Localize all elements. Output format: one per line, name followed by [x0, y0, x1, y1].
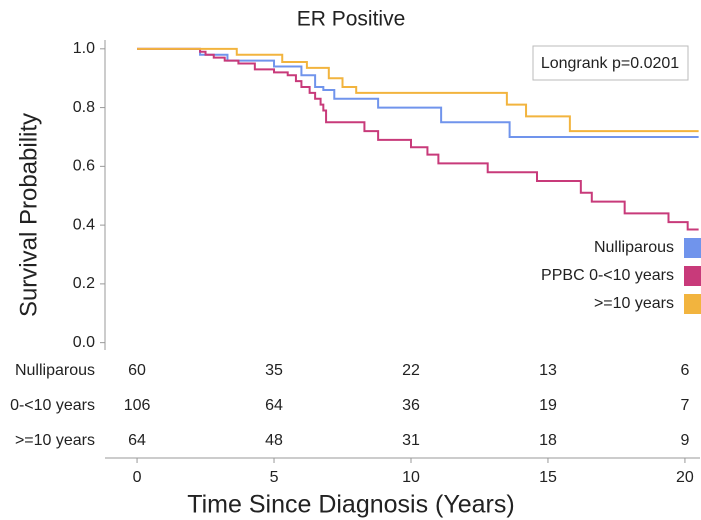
- risk-count: 7: [680, 397, 689, 414]
- risk-row-label: >=10 years: [15, 432, 95, 449]
- legend-label: Nulliparous: [594, 239, 674, 256]
- y-tick-label: 0.4: [73, 216, 95, 233]
- risk-count: 31: [402, 432, 420, 449]
- y-tick-label: 0.0: [73, 334, 95, 351]
- risk-count: 48: [265, 432, 283, 449]
- risk-row-label: 0-<10 years: [10, 397, 95, 414]
- y-axis-title: Survival Probability: [15, 113, 42, 317]
- risk-count: 13: [539, 362, 557, 379]
- survival-curve: [137, 47, 699, 133]
- annotation-box: [532, 45, 689, 81]
- survival-curve: [137, 47, 699, 138]
- x-tick-label: 10: [402, 469, 420, 486]
- risk-row-label: Nulliparous: [15, 362, 95, 379]
- legend-swatch: [684, 238, 701, 258]
- risk-count: 60: [128, 362, 146, 379]
- risk-count: 6: [680, 362, 689, 379]
- annotation: Longrank p=0.0201: [541, 55, 679, 72]
- risk-count: 35: [265, 362, 283, 379]
- risk-count: 106: [124, 397, 151, 414]
- survival-curve: [137, 47, 699, 231]
- x-tick-label: 15: [539, 469, 557, 486]
- risk-count: 64: [265, 397, 283, 414]
- legend-label: PPBC 0-<10 years: [541, 267, 674, 284]
- y-tick-label: 0.6: [73, 158, 95, 175]
- y-tick-label: 0.8: [73, 99, 95, 116]
- x-tick-label: 0: [133, 469, 142, 486]
- chart-title: ER Positive: [297, 8, 406, 31]
- x-tick-label: 5: [270, 469, 279, 486]
- y-tick-label: 1.0: [73, 40, 95, 57]
- legend-swatch: [684, 294, 701, 314]
- x-axis-title: Time Since Diagnosis (Years): [187, 491, 514, 519]
- risk-count: 9: [680, 432, 689, 449]
- legend-label: >=10 years: [594, 295, 674, 312]
- x-tick-label: 20: [676, 469, 694, 486]
- risk-count: 18: [539, 432, 557, 449]
- risk-count: 36: [402, 397, 420, 414]
- y-tick-label: 0.2: [73, 275, 95, 292]
- legend-swatch: [684, 266, 701, 286]
- risk-count: 19: [539, 397, 557, 414]
- risk-count: 64: [128, 432, 146, 449]
- risk-count: 22: [402, 362, 420, 379]
